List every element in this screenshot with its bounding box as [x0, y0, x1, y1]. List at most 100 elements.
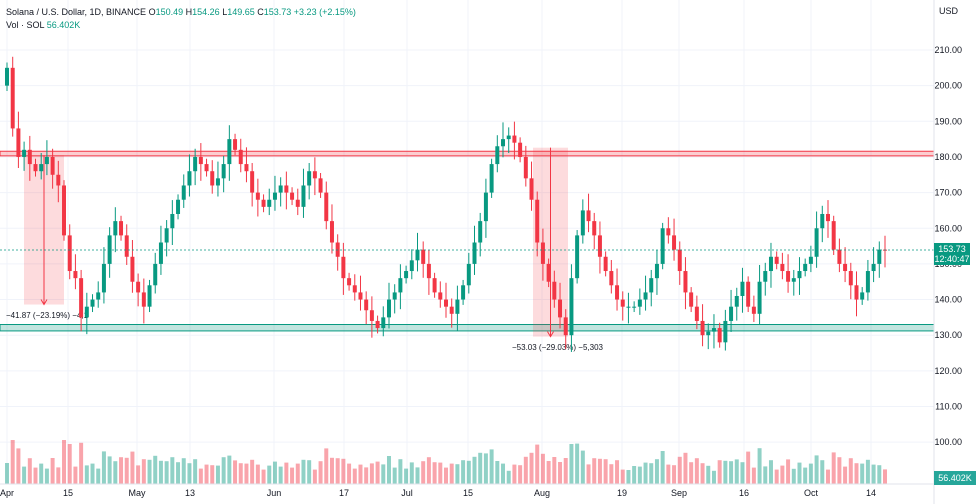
volume-bar	[512, 464, 517, 484]
candlesticks	[5, 56, 887, 352]
open-label: O	[148, 7, 156, 17]
candle-body	[329, 221, 334, 243]
volume-bar	[746, 451, 751, 484]
volume-bar	[204, 464, 209, 484]
candle-body	[295, 199, 300, 207]
currency-label[interactable]: USD	[938, 6, 958, 16]
candle-body	[529, 178, 534, 200]
volume-bar	[711, 470, 716, 484]
candle-body	[79, 278, 84, 318]
candle-body	[39, 164, 44, 172]
symbol-title[interactable]: Solana / U.S. Dollar, 1D, BINANCE	[6, 7, 147, 17]
volume-bars	[5, 440, 887, 484]
candle-body	[615, 285, 620, 300]
volume-bar	[643, 462, 648, 484]
volume-bar	[272, 461, 277, 484]
candle-body	[808, 256, 813, 264]
x-tick-label: Oct	[804, 488, 819, 498]
candle-body	[96, 292, 101, 300]
volume-bar	[107, 456, 112, 484]
volume-bar	[375, 461, 380, 484]
measure-label: −53.03 (−29.03%) −5,303	[512, 343, 604, 352]
volume-bar	[495, 461, 500, 484]
volume-bar	[255, 464, 260, 484]
volume-bar	[130, 451, 135, 484]
y-tick-label: 210.00	[934, 45, 962, 55]
candle-body	[84, 306, 89, 318]
candle-body	[791, 278, 796, 282]
volume-bar	[637, 466, 642, 484]
volume-bar	[683, 452, 688, 484]
candle-body	[729, 306, 734, 321]
price-axis: 100.00110.00120.00130.00140.00150.00160.…	[934, 45, 962, 447]
candle-body	[250, 171, 255, 193]
volume-bar	[529, 452, 534, 484]
volume-bar	[455, 464, 460, 484]
candle-body	[711, 328, 716, 332]
volume-bar	[307, 460, 312, 484]
candle-body	[278, 185, 283, 193]
x-tick-label: 14	[866, 488, 876, 498]
volume-bar	[632, 466, 637, 484]
time-axis: Apr 15 May 13 Jun 17 Jul 15 Aug 19 Sep 16 Oct 14	[0, 488, 876, 498]
volume-bar	[501, 463, 506, 484]
candle-body	[860, 292, 865, 300]
volume-bar	[763, 466, 768, 484]
volume-bar	[392, 467, 397, 484]
volume-bar	[90, 463, 95, 484]
candle-body	[603, 256, 608, 272]
volume-bar	[478, 452, 483, 484]
volume-bar	[404, 468, 409, 484]
volume-bar	[27, 458, 32, 484]
candle-body	[369, 310, 374, 321]
candle-body	[746, 281, 751, 307]
volume-bar	[563, 458, 568, 484]
volume-bar	[723, 460, 728, 484]
volume-bar	[803, 467, 808, 484]
candle-body	[50, 156, 55, 175]
candle-body	[774, 256, 779, 264]
volume-bar	[535, 444, 540, 484]
volume-bar	[700, 463, 705, 484]
candle-body	[204, 164, 209, 172]
high-value: 154.26	[192, 7, 220, 17]
candle-body	[843, 263, 848, 272]
volume-bar	[10, 440, 15, 484]
candle-body	[272, 192, 277, 200]
candle-body	[335, 242, 340, 257]
volume-bar	[569, 444, 574, 484]
candle-body	[101, 263, 106, 293]
volume-bar	[119, 457, 124, 484]
candle-body	[523, 156, 528, 179]
volume-bar	[677, 456, 682, 484]
volume-value: 56.402K	[46, 20, 81, 30]
support-zone[interactable]	[0, 324, 935, 332]
volume-bar	[438, 462, 443, 484]
candle-body	[164, 228, 169, 243]
volume-bar	[244, 463, 249, 484]
candle-body	[10, 67, 15, 129]
candle-body	[444, 299, 448, 307]
volume-bar	[774, 469, 779, 484]
candle-body	[284, 185, 289, 193]
y-tick-label: 170.00	[934, 188, 962, 198]
measure-label: −41.87 (−23.19%) −4,1	[6, 311, 89, 320]
volume-bar	[489, 449, 494, 484]
candle-body	[814, 228, 819, 257]
candle-body	[62, 185, 67, 236]
x-tick-label: 15	[63, 488, 73, 498]
candle-body	[666, 228, 671, 236]
y-tick-label: 120.00	[934, 366, 962, 376]
resistance-zone[interactable]	[0, 150, 935, 157]
x-tick-label: May	[128, 488, 146, 498]
candle-body	[820, 213, 825, 229]
candle-body	[107, 235, 112, 264]
ohlc-row: Solana / U.S. Dollar, 1D, BINANCE O150.4…	[6, 6, 356, 19]
volume-bar	[820, 460, 825, 484]
volume-bar	[654, 459, 659, 484]
close-value: 153.73	[263, 7, 292, 17]
candle-body	[580, 210, 585, 236]
volume-label[interactable]: Vol · SOL	[6, 20, 45, 30]
volume-bar	[734, 459, 739, 484]
